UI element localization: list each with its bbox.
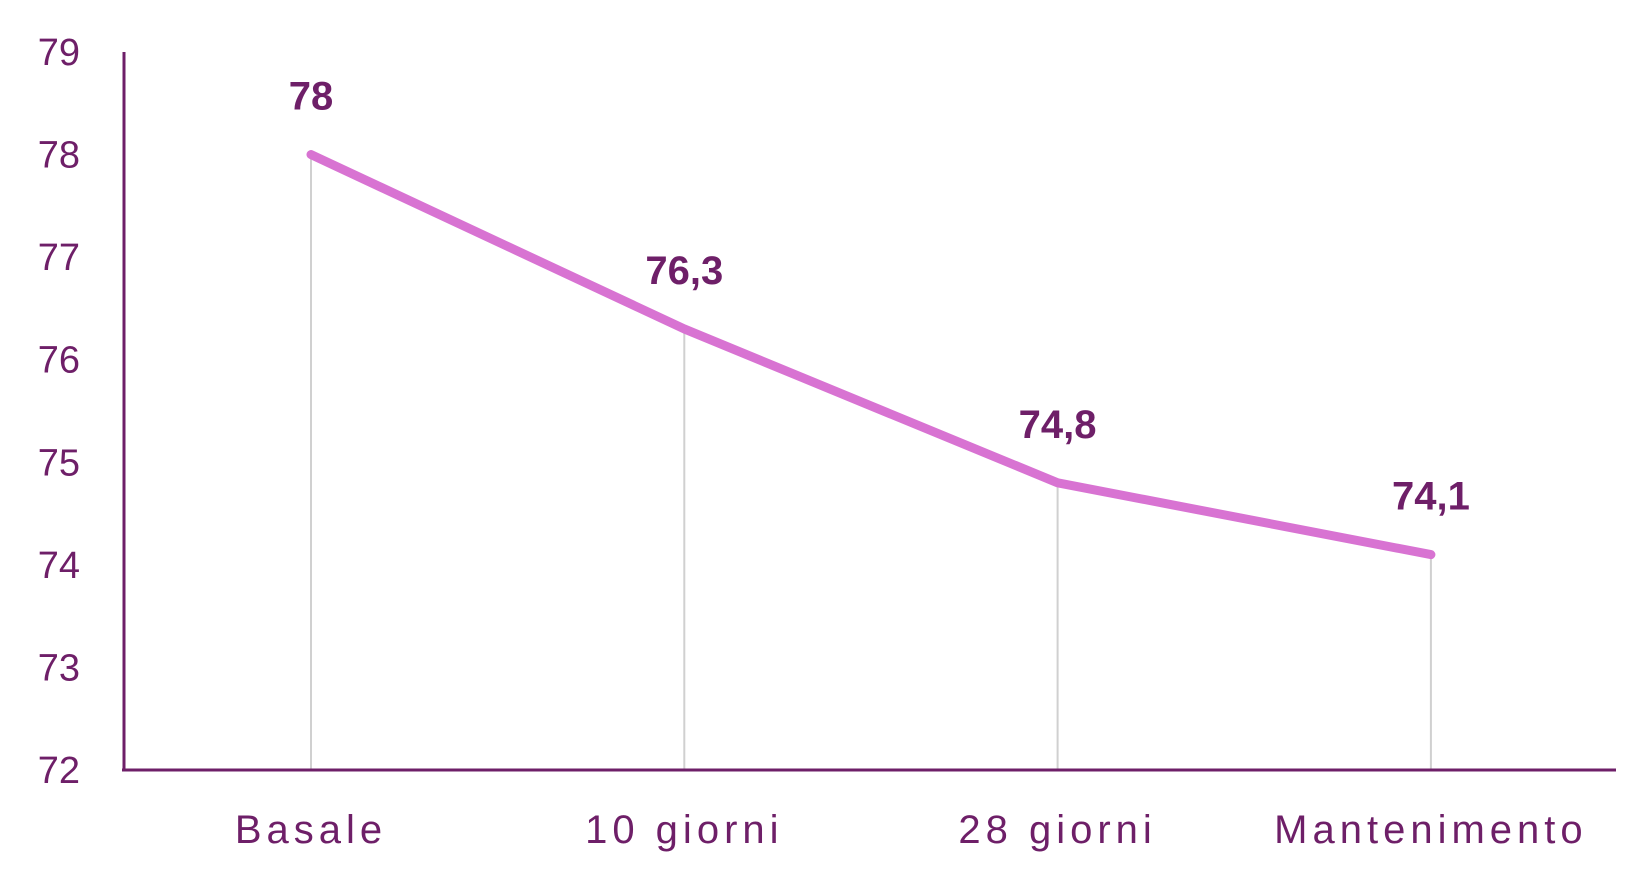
- data-label: 74,8: [1019, 403, 1097, 447]
- x-tick-labels: Basale 10 giorni 28 giorni Mantenimento: [235, 808, 1587, 852]
- drop-lines: [310, 154, 1432, 770]
- y-tick-label: 72: [38, 750, 80, 792]
- y-tick-label: 76: [38, 340, 80, 382]
- y-tick-label: 77: [38, 237, 80, 279]
- x-tick-label: 28 giorni: [958, 808, 1156, 852]
- y-tick-label: 78: [38, 135, 80, 177]
- y-tick-labels: 72 73 74 75 76 77 78 79: [38, 32, 80, 792]
- x-tick-label: Mantenimento: [1274, 808, 1587, 852]
- y-tick-label: 75: [38, 442, 80, 484]
- data-label: 76,3: [645, 249, 723, 293]
- x-tick-label: 10 giorni: [585, 808, 783, 852]
- y-tick-label: 74: [38, 545, 80, 587]
- data-label: 78: [289, 75, 334, 119]
- y-tick-label: 79: [38, 32, 80, 74]
- series-line: [306, 150, 1436, 560]
- y-tick-label: 73: [38, 647, 80, 689]
- x-tick-label: Basale: [235, 808, 387, 852]
- data-label: 74,1: [1392, 475, 1470, 519]
- data-labels: 78 76,3 74,8 74,1: [289, 75, 1470, 519]
